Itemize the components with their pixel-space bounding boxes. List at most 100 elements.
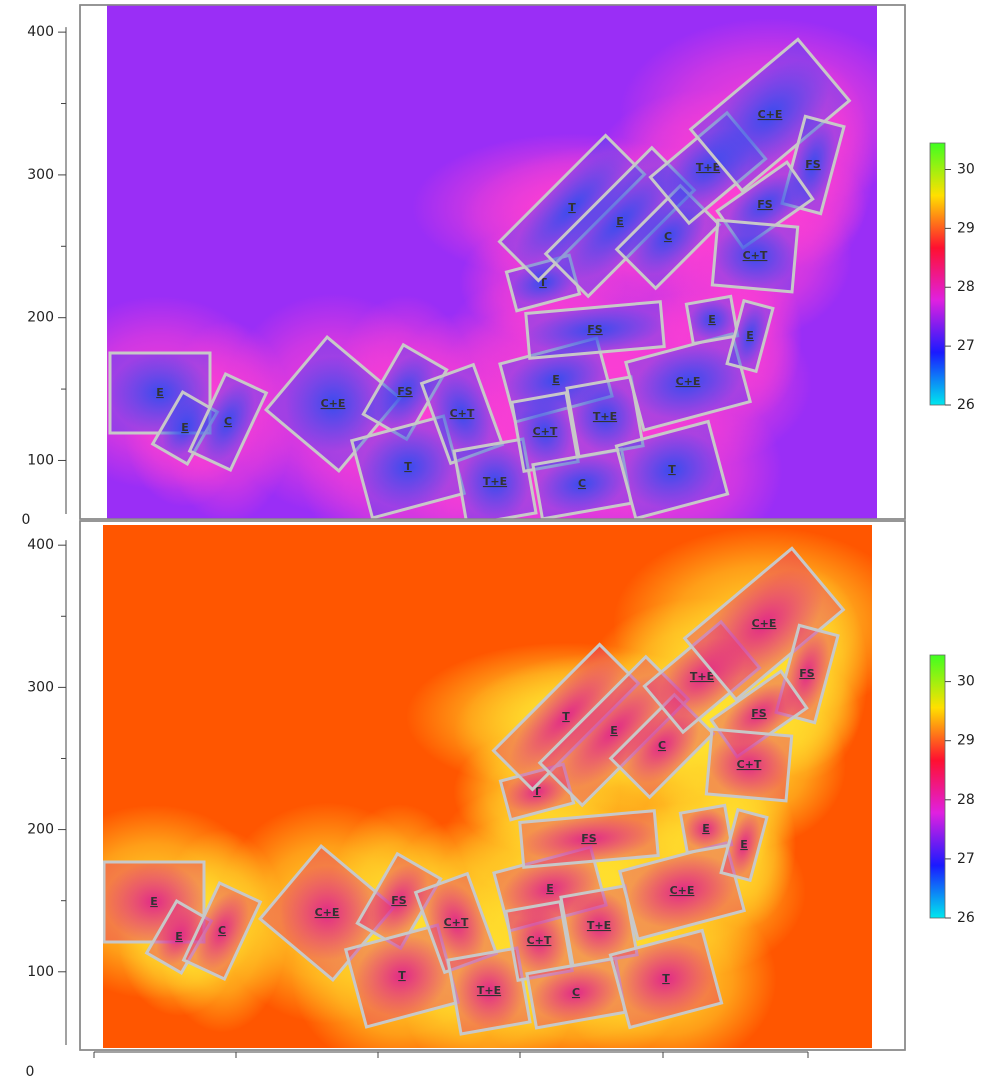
plot-label: E [181,421,189,434]
plot-label: E [702,822,710,835]
plot-area [519,810,659,868]
plot-label: E [746,329,754,342]
plot-area [499,135,645,281]
plot-outline [524,300,666,360]
heatmap: E E C C+E FS T C+T T+E E C+T T+E C T C+E E E FS T T E C T+E C+… [103,525,872,1048]
plot-label: T [398,969,406,982]
plot-outline [725,298,775,374]
plot-area [526,958,626,1028]
panel-border [79,4,906,520]
plot-area [505,901,573,981]
colorbar-tick-label: 28 [957,792,975,808]
plot-outline [608,928,724,1030]
y-tick-label: 200 [27,822,54,838]
plot-label: E [740,838,748,851]
plot-label: C [658,739,666,752]
plot-label: C+T [533,425,558,438]
plot-area [684,548,844,700]
plot-area [712,220,798,292]
plot-area [706,729,792,801]
plot-label: T [662,972,670,985]
colorbar-tick-label: 30 [957,161,975,177]
colorbar-tick-label: 27 [957,338,975,354]
plot-label: C+T [527,934,552,947]
corner-label: 0 [26,1064,35,1080]
plot-area [566,376,644,458]
plot-area [351,416,465,518]
colorbar-tick-label: 29 [957,220,975,236]
plot-area [690,39,850,191]
plot-label: T [404,460,412,473]
plot-label: FS [757,198,773,211]
plot-area [189,373,267,471]
plot-label: E [708,313,716,326]
y-tick-label: 400 [27,537,54,553]
heatmap: E E C C+E FS T C+T T+E E C+T T+E C T C+E E E FS T T E C T+E C+… [107,5,877,519]
colorbar-tick-label: 29 [957,733,975,749]
plot-label: FS [805,158,821,171]
plot-area [183,882,261,980]
plot-outline [682,546,846,702]
plot-label: T [562,710,570,723]
plot-label: E [552,373,560,386]
plot-label: FS [799,667,815,680]
plot-label: C+E [758,108,783,121]
plot-label: C [218,924,226,937]
plot-area [619,842,745,940]
corner-label: 0 [22,512,31,528]
plot-label: FS [397,385,413,398]
plot-outline [355,851,443,951]
plot-area [146,901,212,973]
plot-label: T+E [690,670,714,683]
plot-outline [181,880,263,982]
plot-outline [719,807,769,883]
plot-area [616,421,728,519]
plot-label: E [150,895,158,908]
plot-outline [446,946,532,1036]
plot-label: C [572,986,580,999]
colorbar-tick-label: 30 [957,674,975,690]
plot-label: T [668,463,676,476]
plot-outline [614,419,730,519]
plot-area [532,449,632,519]
plot-area [363,344,447,440]
plot-area [680,805,732,853]
plot-outline [710,218,800,294]
plot-area [560,885,638,967]
plot-outline [684,294,740,346]
plot-label: T+E [593,410,617,423]
plot-label: C [664,230,672,243]
colorbar [929,654,946,919]
plot-label: C+E [315,906,340,919]
plot-label: T [539,276,547,289]
plot-area [727,300,773,372]
plot-label: C+E [752,617,777,630]
plot-area [525,301,665,359]
plot-area [448,947,530,1035]
plot-label: C+E [670,884,695,897]
plot-label: C+T [450,407,475,420]
y-tick-label: 300 [27,167,54,183]
plot-outline [361,342,449,442]
y-tick-label: 100 [27,452,54,468]
plot-outline [704,727,794,803]
plot-label: C+T [743,249,768,262]
plot-outline [187,371,269,473]
plot-area [721,809,767,881]
plot-label: C [578,477,586,490]
plot-label: T [533,785,541,798]
plot-outline [678,803,734,855]
plot-area [625,333,751,431]
y-tick-label: 300 [27,679,54,695]
plot-label: T [568,201,576,214]
plot-label: C+T [444,916,469,929]
plot-area [152,392,218,464]
plot-label: T+E [483,475,507,488]
plot-area [493,644,639,790]
plot-label: E [175,930,183,943]
colorbar-tick-label: 28 [957,279,975,295]
plot-outline [688,37,852,193]
plot-area [610,930,722,1028]
plot-label: E [610,724,618,737]
